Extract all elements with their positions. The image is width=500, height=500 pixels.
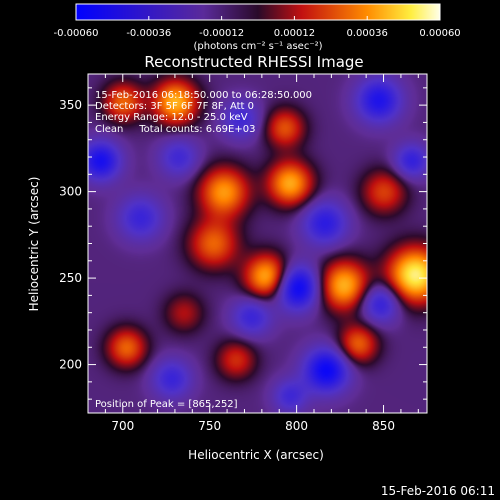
colorbar-units-label: (photons cm⁻² s⁻¹ asec⁻²) bbox=[193, 41, 322, 52]
energy-range-text: Energy Range: 12.0 - 25.0 keV bbox=[95, 112, 248, 123]
colorbar-tick-label: -0.00012 bbox=[199, 28, 244, 39]
colorbar-gradient bbox=[75, 3, 441, 21]
y-tick-label: 300 bbox=[59, 185, 82, 199]
y-axis-label: Heliocentric Y (arcsec) bbox=[27, 177, 41, 312]
y-tick-label: 200 bbox=[59, 358, 82, 372]
colorbar-tick-label: -0.00060 bbox=[54, 28, 99, 39]
x-tick-label: 700 bbox=[111, 419, 134, 433]
x-axis-label: Heliocentric X (arcsec) bbox=[188, 448, 324, 462]
y-tick-label: 250 bbox=[59, 271, 82, 285]
observation-info: 15-Feb-2016 06:18:50.000 to 06:28:50.000… bbox=[95, 90, 312, 135]
footer-timestamp: 15-Feb-2016 06:11 bbox=[381, 484, 495, 498]
colorbar-tick-label: 0.00060 bbox=[419, 28, 460, 39]
x-tick-label: 800 bbox=[285, 419, 308, 433]
axis-ticks: 700 750 800 850 200 250 300 350 bbox=[59, 74, 427, 433]
x-tick-label: 750 bbox=[198, 419, 221, 433]
heatmap-image bbox=[88, 74, 427, 413]
colorbar-tick-label: 0.00012 bbox=[274, 28, 315, 39]
x-tick-label: 850 bbox=[372, 419, 395, 433]
colorbar: -0.00060 -0.00036 -0.00012 0.00012 0.00036 0.… bbox=[54, 3, 461, 52]
colorbar-tick-label: 0.00036 bbox=[347, 28, 388, 39]
clean-counts-text: Clean Total counts: 6.69E+03 bbox=[95, 124, 255, 135]
peak-position-text: Position of Peak = [865,252] bbox=[95, 399, 238, 410]
chart-title: Reconstructed RHESSI Image bbox=[144, 53, 363, 71]
image-panel: 700 750 800 850 200 250 300 350 bbox=[59, 73, 428, 433]
colorbar-tick-label: -0.00036 bbox=[126, 28, 171, 39]
time-range-text: 15-Feb-2016 06:18:50.000 to 06:28:50.000 bbox=[95, 90, 312, 101]
colorbar-ticks: -0.00060 -0.00036 -0.00012 0.00012 0.00036 0.… bbox=[54, 16, 461, 39]
y-tick-label: 350 bbox=[59, 98, 82, 112]
detectors-text: Detectors: 3F 5F 6F 7F 8F, Att 0 bbox=[95, 101, 254, 112]
